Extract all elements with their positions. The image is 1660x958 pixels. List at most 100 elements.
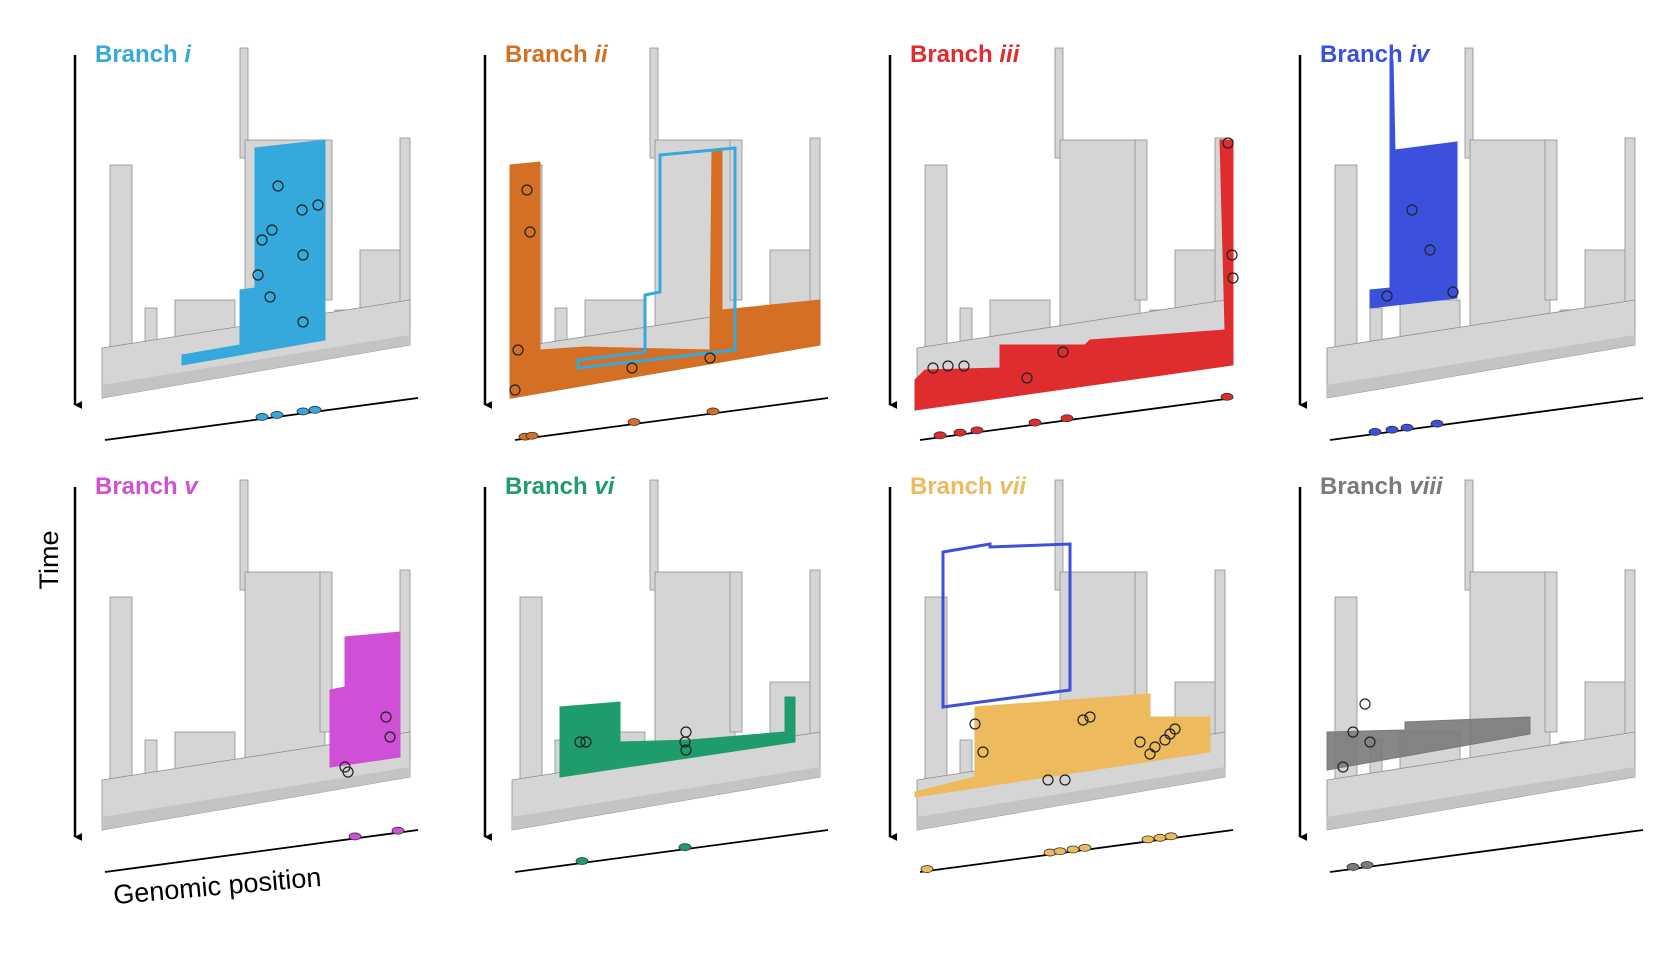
panel-title-prefix: Branch [910,41,999,68]
tree-block [649,479,659,591]
genomic-position-axis-label: Genomic position [112,862,322,910]
position-marker [1078,843,1092,852]
tree-block [1464,479,1474,591]
genomic-axis-line [104,829,419,873]
position-marker [1385,425,1399,434]
mutation-marker [1042,774,1054,786]
tree-block [1544,571,1558,733]
mutation-marker [580,736,592,748]
panel-title-prefix: Branch [95,473,184,500]
mutation-marker [266,224,278,236]
time-axis-label: Time [34,531,64,590]
mutation-marker [626,362,638,374]
tree-block [319,571,333,733]
panel-title: Branch ii [505,41,609,68]
tree-block [1464,47,1474,159]
mutation-marker [312,199,324,211]
panel-title-prefix: Branch [505,41,594,68]
panel-title-numeral: v [184,473,199,500]
panel-title-numeral: iii [999,41,1020,68]
position-marker [270,411,284,419]
genomic-axis-line [1329,397,1644,441]
panel-branch-viii: Branch viii [1298,473,1644,873]
genomic-axis-line [1329,829,1644,873]
position-marker [1430,419,1444,428]
panel-title-prefix: Branch [505,473,594,500]
position-marker [933,431,947,440]
panel-title-numeral: iv [1409,41,1431,68]
tree-block [729,571,743,733]
mutation-marker [1447,286,1459,298]
mutation-marker [1381,290,1393,302]
mutation-marker [704,352,716,364]
tree-block [239,47,249,159]
panel-branch-vii: Branch vii [888,473,1234,873]
highlighted-branch [914,693,1211,798]
mutation-marker [380,711,392,723]
tree-base-shadow [102,335,410,398]
mutation-marker [1084,711,1096,723]
panels-layer: Branch i Branch ii Branch iii Branch ivBran… [73,41,1644,873]
tree-block [399,569,411,761]
tree-base-shadow [1327,767,1635,830]
tree-base-shadow [917,767,1225,830]
tree-block [239,479,249,591]
panel-title-numeral: i [184,41,192,68]
genomic-axis-line [514,829,829,873]
position-marker [953,428,967,437]
panel-title: Branch iv [1320,41,1431,68]
mutation-marker [1059,774,1071,786]
panel-title-prefix: Branch [1320,41,1409,68]
position-marker [1066,845,1080,854]
position-marker [296,407,310,416]
mutation-marker [521,184,533,196]
mutation-marker [509,384,521,396]
position-marker [308,405,322,414]
position-marker [1141,835,1155,844]
tree-block [1134,139,1148,301]
tree-block [649,47,659,159]
panel-title-prefix: Branch [910,473,999,500]
position-marker [1368,428,1382,436]
panel-title: Branch viii [1320,473,1444,500]
tree-block [1054,479,1064,591]
tree-block [1624,137,1636,329]
mutation-marker [574,736,586,748]
mutation-marker [958,360,970,372]
tree-block [1544,139,1558,301]
mutation-marker [256,234,268,246]
mutation-marker [1021,372,1033,384]
tree-base-shadow [512,767,820,830]
position-marker [970,426,984,435]
mutation-marker [264,291,276,303]
mutation-marker [342,766,354,778]
highlighted-branch [1326,716,1531,771]
panel-title: Branch v [95,473,199,500]
panel-title: Branch vii [910,473,1027,500]
panel-title-numeral: vii [999,473,1027,500]
tree-block [809,137,821,329]
panel-branch-v: Branch v [73,473,419,873]
mutation-marker [1424,244,1436,256]
mutation-marker [680,744,692,756]
genomic-axis-line [514,397,829,441]
tree-block [1214,569,1226,761]
highlighted-branch [914,139,1234,411]
mutation-marker [1149,741,1161,753]
panel-title-prefix: Branch [1320,473,1409,500]
mutation-marker [1227,272,1239,284]
tree-base-shadow [102,767,410,830]
mutation-marker [1169,723,1181,735]
panel-branch-iv: Branch iv [1298,41,1644,441]
mutation-marker [272,180,284,192]
position-marker [1400,423,1414,432]
position-marker [627,418,641,426]
mutation-marker [1359,698,1371,710]
position-marker [255,413,269,421]
mutation-marker [384,731,396,743]
panel-title: Branch i [95,41,192,68]
tree-block [399,137,411,329]
mutation-marker [927,362,939,374]
position-marker [1346,863,1360,871]
mutation-marker [977,746,989,758]
